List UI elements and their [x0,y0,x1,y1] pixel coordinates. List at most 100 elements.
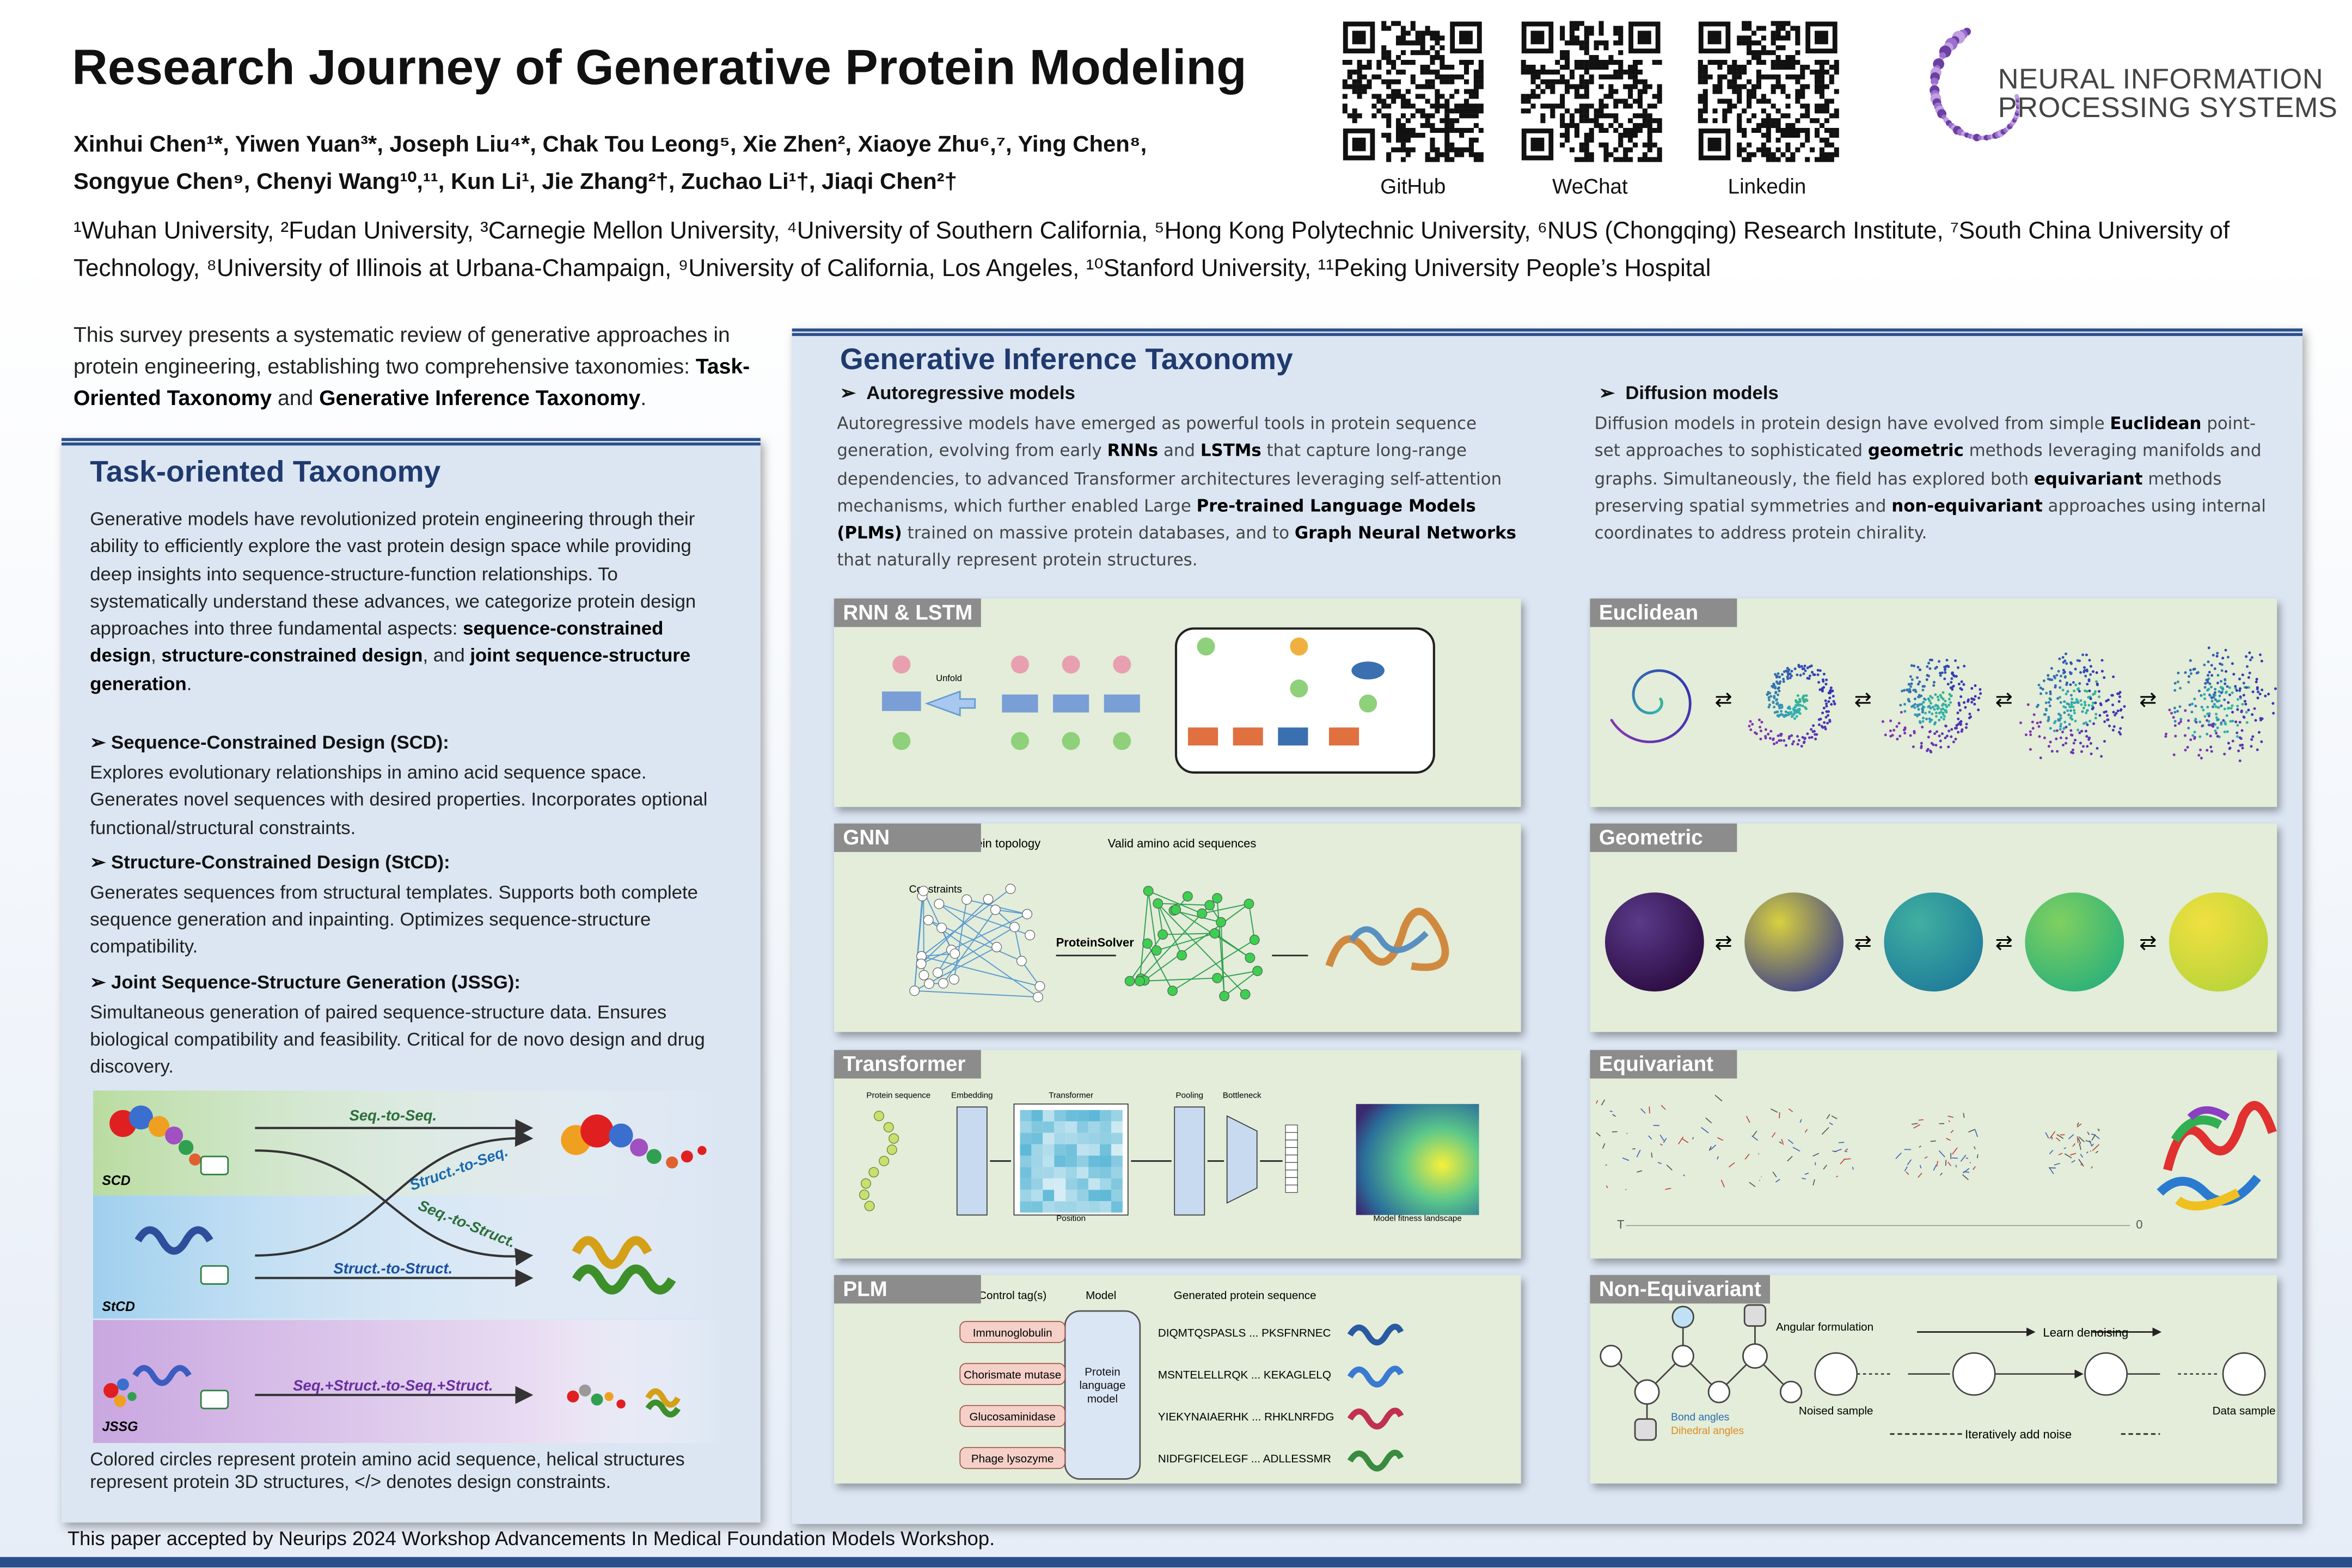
point [2224,682,2227,685]
qr-module [1415,132,1420,138]
point [2039,687,2042,689]
point [2170,712,2173,715]
link-label: Linkedin [1728,174,1806,198]
bond [2091,1134,2096,1141]
point [2187,719,2190,722]
point [2062,727,2066,731]
qr-module [1430,55,1435,60]
latent [1285,1177,1298,1186]
text-run: point-set approaches to sophisticated [1594,414,2256,461]
qr-module [1785,127,1791,133]
graph-node [1209,928,1220,939]
bond [2056,1137,2061,1142]
attention-cell [1020,1190,1032,1202]
qr-module [1761,123,1766,128]
attention-cell [1031,1190,1043,1202]
qr-module [1603,103,1609,109]
point [1960,688,1963,691]
exchange-arrows: ⇄ [1854,931,1872,954]
qr-module [1473,94,1479,99]
point [1808,665,1811,668]
qr-module [1521,108,1526,114]
bond [1804,1129,1808,1133]
tag-box [959,1405,1065,1427]
qr-module [1371,113,1377,119]
qr-module [1775,21,1781,26]
point [2084,703,2087,707]
point [2209,745,2213,749]
bond [1648,1135,1652,1140]
point [1783,739,1786,742]
qr-module [1800,113,1805,119]
point [2083,666,2086,669]
qr-module [1775,123,1781,128]
point [1930,750,1933,754]
point [1796,694,1799,697]
qr-module [1386,26,1392,31]
point [1923,697,1926,701]
qr-module [1420,69,1425,75]
figure-text: Angular formulation [1776,1321,1873,1333]
bond [1913,1124,1921,1129]
bond [1779,1112,1780,1119]
graph-node [936,922,947,933]
qr-module [1771,40,1776,46]
qr-module [1569,40,1575,46]
qr-module [1435,152,1440,157]
point [2210,674,2214,677]
qr-module [1560,118,1565,124]
protein-icon [1347,1407,1404,1430]
qr-module [1785,123,1791,128]
edge [1157,903,1246,995]
point [2063,711,2066,714]
qr-module [1727,108,1732,114]
qr-module [1834,152,1839,157]
bond [2092,1144,2099,1152]
point [2066,681,2068,684]
point [1791,743,1794,745]
attention-cell [1077,1201,1089,1213]
qr-module [1613,147,1619,152]
point [1790,670,1793,673]
point [2089,697,2092,700]
point [2200,694,2203,697]
qr-module [1834,64,1839,70]
qr-module [1444,74,1450,79]
bold-run: RNNs [1107,441,1159,461]
point [1925,678,1928,681]
qr-module [1415,94,1420,99]
qr-module [1717,99,1723,104]
qr-module [1603,127,1609,133]
qr-module [1623,132,1628,138]
bond [2049,1131,2056,1139]
point [2221,657,2225,660]
point [1921,685,1925,688]
qr-module [1569,69,1575,75]
point [1775,702,1778,706]
qr-module [1702,103,1708,109]
qr-module [1800,94,1805,99]
qr-module [1400,40,1406,46]
attention-cell [1020,1155,1032,1167]
qr-module [1589,26,1594,31]
point [1958,721,1962,724]
model-box [1064,1310,1141,1480]
row-label: SCD [102,1174,130,1189]
point [2247,708,2250,712]
qr-module [1722,113,1728,119]
point [1828,696,1832,700]
point [1772,685,1775,689]
qr-module [1810,147,1815,152]
qr-module [1362,89,1367,94]
point [2085,721,2088,724]
qr-module [1386,55,1392,60]
qr-module [1771,35,1776,41]
graph-node [909,985,920,996]
qr-module [1805,127,1810,133]
qr-module [1530,94,1536,99]
point [2070,703,2073,706]
qr-module [1618,137,1624,143]
qr-module [1594,108,1599,114]
point [2074,667,2077,671]
qr-module [1742,84,1747,89]
